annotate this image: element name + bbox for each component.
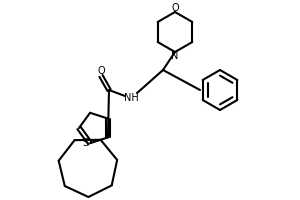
Text: S: S: [82, 138, 88, 148]
Text: O: O: [97, 66, 105, 76]
Text: NH: NH: [124, 93, 138, 103]
Text: N: N: [171, 51, 179, 61]
Text: O: O: [171, 3, 179, 13]
